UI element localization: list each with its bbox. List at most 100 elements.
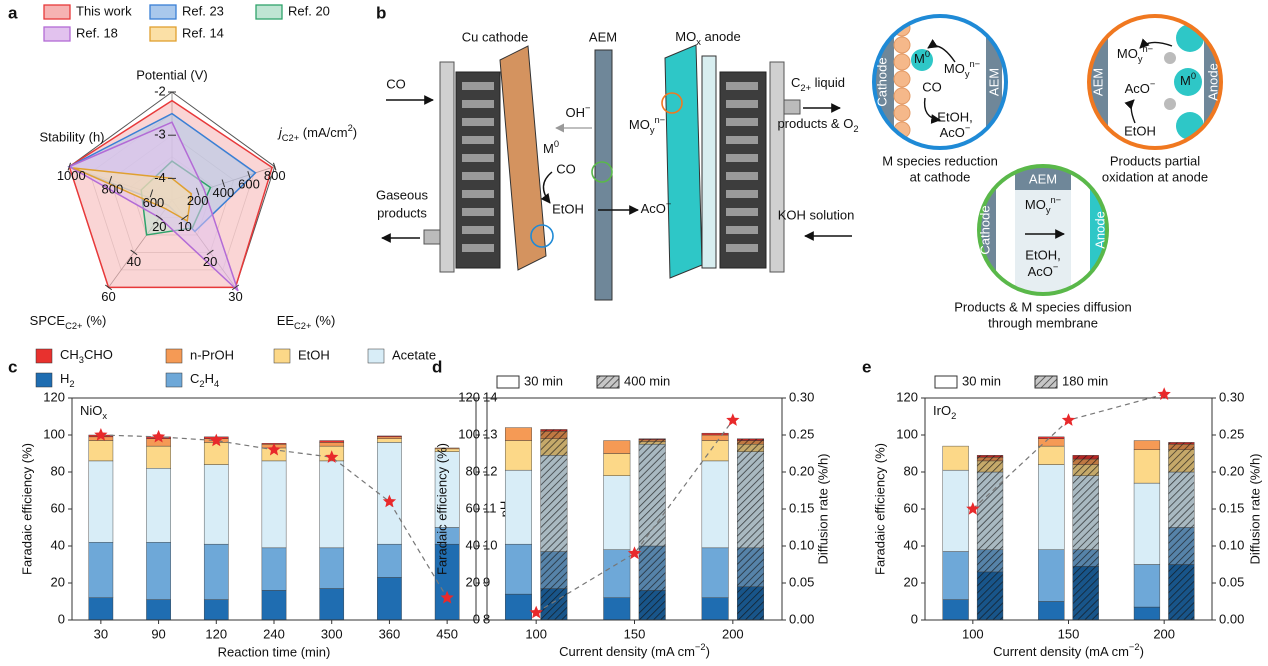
star-marker — [325, 450, 339, 463]
y-tick-label: 40 — [466, 537, 480, 552]
y-tick-label: 60 — [466, 500, 480, 515]
bar-segment — [1072, 455, 1099, 460]
radar-area — [73, 167, 193, 223]
x-axis-label: Current density (mA cm−2) — [559, 642, 710, 659]
bar-segment — [942, 551, 969, 600]
bar-segment — [638, 441, 666, 445]
text-part: MO — [675, 29, 696, 44]
radar-tick-label: 1000 — [57, 168, 86, 183]
bar-segment — [638, 438, 666, 440]
radar-tick-label: 30 — [228, 289, 242, 304]
y2-tick-label: 0.15 — [789, 500, 814, 515]
bar-segment — [88, 440, 114, 462]
bar-segment — [377, 436, 402, 439]
membrane — [594, 49, 613, 301]
bar-segment — [377, 442, 402, 545]
label: MOyn− — [944, 59, 980, 79]
y2-tick-label: 0.25 — [789, 426, 814, 441]
text-part: 4 — [214, 379, 219, 389]
bar-segment — [434, 447, 460, 450]
bar-segment — [737, 440, 765, 445]
label: M0 — [914, 49, 930, 66]
legend-label: H2 — [60, 371, 75, 389]
x-tick-label: 150 — [624, 626, 646, 641]
panel-label: c — [8, 357, 17, 376]
text-part: y — [1138, 54, 1143, 64]
bar-segment — [203, 599, 229, 621]
plot-frame — [486, 397, 783, 621]
bar-segment — [261, 590, 287, 621]
label: CO — [556, 161, 576, 176]
text-part: n− — [969, 59, 980, 69]
text-part: x — [102, 411, 107, 421]
bar-segment — [701, 460, 729, 549]
zoom-anode: AEM Anode MOyn− M0 AcO− EtOH Products pa… — [1087, 14, 1223, 184]
bar-segment — [1072, 464, 1099, 476]
text-part: −2 — [695, 642, 706, 652]
text-part: − — [1053, 262, 1058, 272]
legend-label: n-PrOH — [190, 347, 234, 362]
bar-segment — [540, 551, 568, 589]
y-tick-label: 0 — [58, 611, 65, 626]
bar-segment — [88, 597, 114, 621]
legend-swatch — [596, 375, 620, 389]
legend-label: Ref. 14 — [182, 25, 224, 40]
radar-tick — [181, 214, 189, 221]
y2-tick-label: 14 — [483, 389, 497, 404]
legend-swatch — [273, 348, 291, 364]
bar-segment — [976, 455, 1004, 458]
bar-segment — [1168, 449, 1195, 473]
bar-segment — [1038, 601, 1065, 621]
caption: Products partial — [1110, 153, 1200, 168]
y-tick-label: 20 — [466, 574, 480, 589]
text-part: ) — [1140, 644, 1144, 659]
bar-segment — [1133, 482, 1161, 565]
end-plate — [439, 61, 455, 273]
legend-swatch — [43, 4, 71, 20]
star-marker — [966, 502, 980, 515]
pipe — [423, 229, 441, 245]
bar-segment — [737, 586, 765, 621]
radar-axis-label: Stability (h) — [39, 129, 104, 144]
radar-tick — [195, 187, 200, 196]
bar-segment — [638, 439, 666, 442]
text-part: − — [585, 103, 590, 113]
bar-segment — [504, 427, 532, 441]
bar-segment — [1168, 527, 1195, 565]
x-tick-label: 100 — [525, 626, 547, 641]
bar-segment — [942, 599, 969, 621]
text-part: C2+ — [294, 321, 311, 331]
bar-segment — [504, 469, 532, 545]
caption: through membrane — [988, 315, 1098, 330]
bar-segment — [88, 542, 114, 598]
legend-label: CH3CHO — [60, 347, 113, 365]
radar-tick-label: 60 — [101, 289, 115, 304]
label: AcO− — [1028, 262, 1059, 279]
annotation: NiOx — [80, 403, 107, 421]
bar-segment — [701, 597, 729, 621]
radar-tick — [206, 249, 214, 256]
y2-tick-label: 0.20 — [789, 463, 814, 478]
panel-label: d — [432, 357, 442, 376]
legend-swatch — [165, 348, 183, 364]
bar-segment — [1072, 566, 1099, 621]
text-part: 0 — [554, 139, 559, 149]
panel-label: a — [8, 3, 18, 22]
legend-label: 400 min — [624, 373, 670, 388]
radar-tick-label: 400 — [213, 185, 235, 200]
text-part: anode — [701, 29, 741, 44]
bar-segment — [603, 453, 631, 476]
bar-segment — [504, 593, 532, 621]
bar-segment — [261, 460, 287, 549]
text-part: AcO — [1125, 81, 1150, 96]
bar-segment — [504, 440, 532, 471]
text-part: j — [277, 125, 283, 140]
bar-segment — [1072, 475, 1099, 550]
caption: Products & M species diffusion — [954, 299, 1132, 314]
radar-tick — [104, 284, 113, 291]
text-part: H — [205, 371, 214, 386]
flow-slots — [726, 82, 758, 252]
text-part: M — [914, 51, 925, 66]
y2-tick-label: 0.05 — [789, 574, 814, 589]
star-marker — [151, 429, 166, 443]
